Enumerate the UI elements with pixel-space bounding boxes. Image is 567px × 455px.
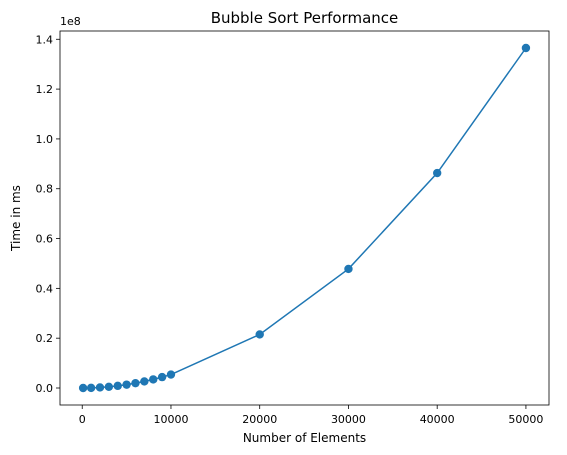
data-point [432, 168, 442, 178]
data-point [149, 375, 158, 384]
y-tick-label: 0.0 [36, 382, 54, 395]
series-layer [78, 43, 531, 393]
x-tick-label: 0 [79, 413, 86, 426]
y-axis-ticks: 0.0 0.2 0.4 0.6 0.8 1.0 1.2 1.4 [36, 33, 60, 395]
data-point [95, 383, 105, 392]
y-tick-label: 1.4 [36, 33, 54, 46]
y-tick-label: 1.0 [36, 133, 54, 146]
data-point [113, 381, 122, 391]
x-axis-label: Number of Elements [243, 431, 366, 445]
data-point [104, 382, 114, 391]
x-tick-label: 30000 [331, 413, 366, 426]
x-tick-label: 10000 [153, 413, 188, 426]
y-tick-label: 1.2 [36, 83, 54, 96]
data-point [157, 372, 167, 382]
data-point [521, 43, 531, 53]
y-axis-label: Time in ms [9, 185, 23, 252]
data-point [344, 264, 353, 274]
y-axis-multiplier: 1e8 [60, 15, 81, 28]
y-tick-label: 0.4 [36, 282, 54, 295]
y-tick-label: 0.6 [36, 233, 54, 246]
y-tick-label: 0.8 [36, 183, 54, 196]
data-point [78, 383, 88, 393]
x-tick-label: 50000 [508, 413, 543, 426]
plot-frame [59, 30, 550, 406]
x-tick-label: 20000 [242, 413, 277, 426]
plot-area [60, 31, 549, 405]
data-point [166, 370, 176, 379]
data-point [86, 383, 96, 393]
x-tick-label: 40000 [420, 413, 455, 426]
chart-title: Bubble Sort Performance [211, 9, 399, 27]
x-axis-ticks: 0 10000 20000 30000 40000 50000 [79, 405, 543, 426]
data-point [140, 377, 149, 386]
data-point [255, 330, 264, 339]
data-point [122, 380, 131, 389]
y-tick-label: 0.2 [36, 332, 54, 345]
data-point [131, 378, 140, 388]
